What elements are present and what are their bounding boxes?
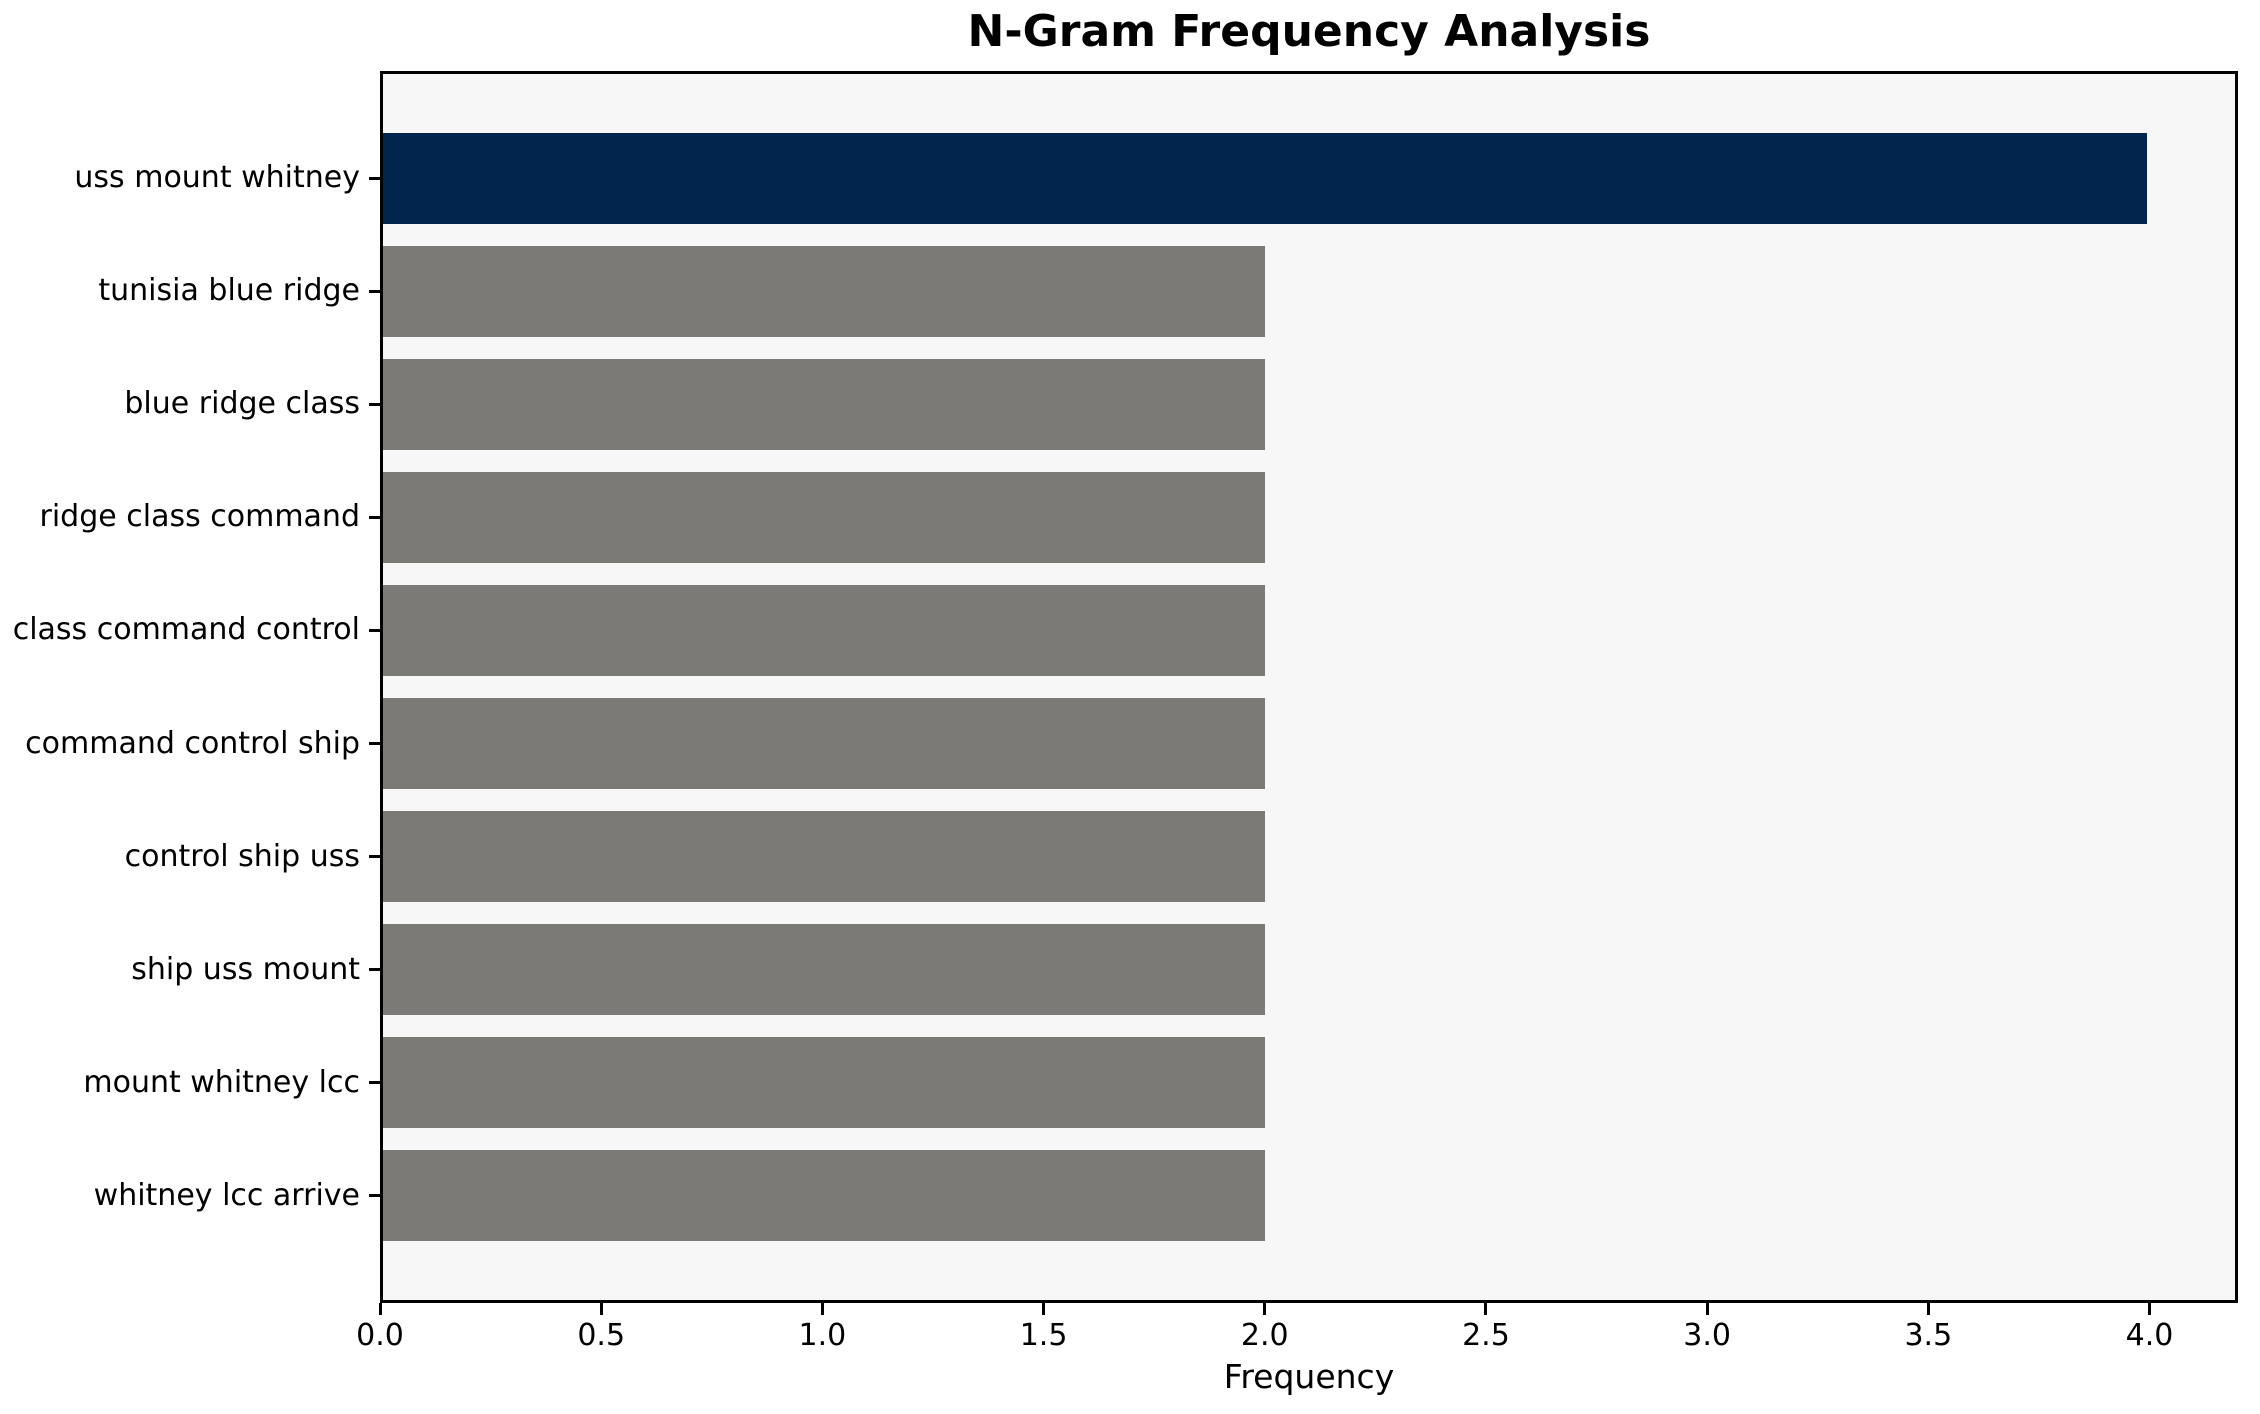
x-tick-mark — [1263, 1303, 1267, 1315]
x-tick-label: 0.0 — [356, 1318, 404, 1353]
y-tick-mark — [369, 402, 380, 406]
bar-whitney-lcc-arrive — [383, 1150, 1265, 1241]
y-tick-label: tunisia blue ridge — [98, 273, 360, 309]
plot-area — [380, 71, 2238, 1303]
x-tick-mark — [1042, 1303, 1046, 1315]
x-tick-mark — [2148, 1303, 2152, 1315]
bar-blue-ridge-class — [383, 359, 1265, 450]
y-tick-label: class command control — [12, 612, 360, 648]
y-tick-mark — [369, 968, 380, 972]
y-tick-mark — [369, 1194, 380, 1198]
bar-ship-uss-mount — [383, 924, 1265, 1015]
x-tick-label: 1.0 — [798, 1318, 847, 1353]
x-tick-mark — [1705, 1303, 1709, 1315]
x-tick-mark — [378, 1303, 382, 1315]
bar-mount-whitney-lcc — [383, 1037, 1265, 1128]
y-tick-label: control ship uss — [124, 838, 360, 874]
y-tick-label: ship uss mount — [131, 951, 360, 987]
y-tick-mark — [369, 628, 380, 632]
y-tick-label: blue ridge class — [124, 386, 360, 422]
bar-ridge-class-command — [383, 472, 1265, 563]
x-tick-mark — [820, 1303, 824, 1315]
x-tick-mark — [599, 1303, 603, 1315]
bar-control-ship-uss — [383, 811, 1265, 902]
y-tick-mark — [369, 742, 380, 745]
x-tick-label: 2.5 — [1462, 1318, 1510, 1353]
x-tick-label: 2.0 — [1240, 1318, 1289, 1353]
y-tick-label: command control ship — [25, 725, 360, 761]
y-tick-label: ridge class command — [39, 499, 361, 535]
x-tick-label: 3.0 — [1683, 1318, 1731, 1353]
y-tick-label: uss mount whitney — [74, 160, 360, 196]
x-tick-label: 0.5 — [577, 1318, 626, 1353]
chart-title: N-Gram Frequency Analysis — [967, 6, 1651, 57]
x-tick-mark — [1926, 1303, 1930, 1315]
x-axis-title: Frequency — [1223, 1357, 1395, 1396]
y-tick-label: mount whitney lcc — [83, 1064, 360, 1100]
x-tick-label: 4.0 — [2125, 1318, 2174, 1353]
bar-tunisia-blue-ridge — [383, 246, 1265, 337]
y-tick-mark — [369, 176, 380, 180]
y-tick-mark — [369, 855, 380, 859]
bar-command-control-ship — [383, 698, 1265, 789]
y-tick-mark — [369, 515, 380, 519]
bar-class-command-control — [383, 585, 1265, 676]
x-tick-label: 1.5 — [1019, 1318, 1068, 1353]
y-tick-label: whitney lcc arrive — [93, 1177, 360, 1213]
x-tick-label: 3.5 — [1904, 1318, 1953, 1353]
y-tick-mark — [369, 289, 380, 293]
bar-uss-mount-whitney — [383, 133, 2147, 224]
y-tick-mark — [369, 1081, 380, 1085]
x-tick-mark — [1484, 1303, 1488, 1315]
